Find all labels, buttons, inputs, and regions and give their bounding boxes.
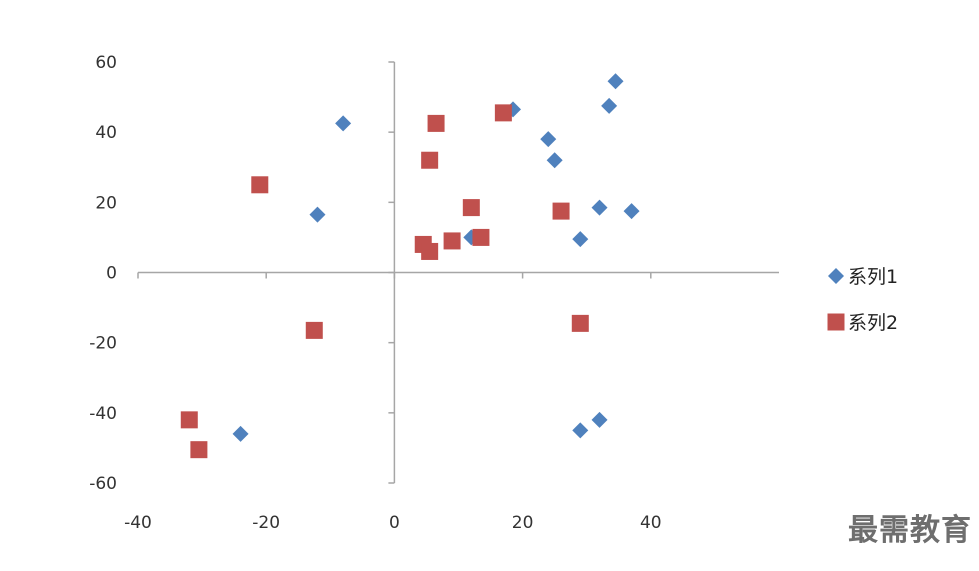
x-tick-label: -20 — [252, 513, 280, 533]
y-tick-label: 60 — [95, 53, 117, 73]
y-tick-label: -60 — [89, 474, 117, 494]
series-2-point — [427, 114, 445, 132]
series-2-point — [180, 411, 198, 429]
series-1-point — [546, 152, 563, 169]
x-tick-label: 20 — [512, 513, 534, 533]
series-1-point — [623, 203, 640, 220]
series-1-point — [572, 422, 589, 439]
watermark-logo: 最需教育 — [848, 513, 972, 548]
legend-label: 系列2 — [848, 312, 898, 334]
x-tick-label: 40 — [640, 513, 662, 533]
series-1-point — [607, 73, 624, 90]
series-2-point — [421, 242, 439, 260]
series-1-point — [309, 206, 326, 223]
series-2-point — [305, 321, 323, 339]
series-1-point — [540, 131, 557, 148]
series-2-point — [494, 104, 512, 122]
series-2-point — [472, 228, 490, 246]
legend-square-icon — [827, 313, 845, 331]
y-tick-label: 20 — [95, 193, 117, 213]
series-2-point — [421, 151, 439, 169]
y-tick-label: 40 — [95, 123, 117, 143]
series-1-point — [232, 425, 249, 442]
series-1-point — [591, 411, 608, 428]
y-tick-label: 0 — [106, 264, 117, 284]
x-tick-label: -40 — [124, 513, 152, 533]
series-1-point — [601, 97, 618, 114]
series-2-point — [462, 199, 480, 217]
series-2-point — [251, 176, 269, 194]
series-2-point — [571, 314, 589, 332]
series-1-point — [335, 115, 352, 132]
y-tick-label: -20 — [89, 334, 117, 354]
legend-label: 系列1 — [848, 266, 898, 288]
series-1-point — [591, 199, 608, 216]
series-1-point — [572, 231, 589, 248]
y-tick-label: -40 — [89, 404, 117, 424]
series-2-point — [552, 202, 570, 220]
series-2-point — [190, 441, 208, 459]
series-2-point — [443, 232, 461, 250]
legend-diamond-icon — [828, 268, 844, 284]
x-tick-label: 0 — [389, 513, 400, 533]
